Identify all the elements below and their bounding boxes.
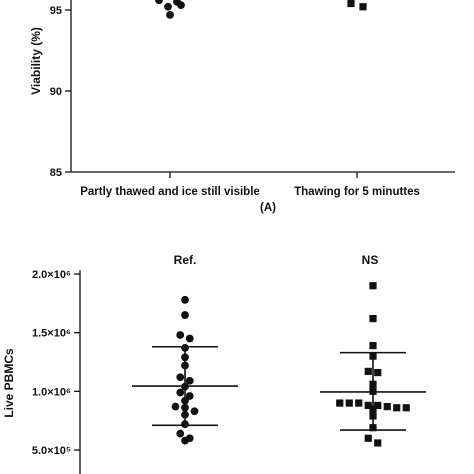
panel-b-group-ns: NS <box>362 253 379 267</box>
panel-b-point <box>369 412 377 420</box>
panel-a-category-1: Partly thawed and ice still visible <box>80 186 260 198</box>
panel-a-point <box>155 0 163 5</box>
panel-b-point <box>369 405 377 413</box>
panel-b-point <box>374 368 382 377</box>
panel-b-point <box>369 352 377 360</box>
panel-b-point <box>176 429 185 438</box>
panel-a-y-ticks: 85 90 95 <box>50 5 358 179</box>
panel-b-point <box>181 295 189 304</box>
panel-b-point <box>383 402 391 411</box>
panel-b-point <box>185 392 194 400</box>
panel-b-point <box>374 401 382 410</box>
panel-b-point <box>369 424 377 432</box>
panel-b-point <box>176 373 185 382</box>
panel-b-point <box>355 399 363 407</box>
panel-b-point <box>181 382 189 391</box>
panel-a-y-tick-label: 90 <box>50 86 62 98</box>
panel-b-point <box>369 282 377 290</box>
panel-b-y-tick-label: 1.0×10⁶ <box>32 386 71 398</box>
panel-a-point <box>177 1 185 10</box>
panel-b-point <box>374 439 382 447</box>
panel-b-point <box>181 410 189 419</box>
panel-b-points <box>171 282 410 447</box>
panel-a-point <box>359 3 367 11</box>
panel-b-point <box>181 403 189 412</box>
panel-a-point <box>347 0 355 8</box>
panel-a-point <box>164 2 172 11</box>
panel-b-point <box>369 314 377 323</box>
panel-b-point <box>181 311 189 319</box>
panel-a-category-2: Thawing for 5 minuttes <box>294 186 420 198</box>
panel-b-point <box>176 388 185 397</box>
panel-b-y-ticks: 5.0×10⁵ 1.0×10⁶ 1.5×10⁶ 2.0×10⁶ <box>32 269 80 457</box>
panel-b-point <box>369 380 377 388</box>
panel-b-point <box>176 331 185 339</box>
panel-b-y-tick-label: 2.0×10⁶ <box>32 269 71 281</box>
panel-b-y-tick-label: 5.0×10⁵ <box>32 445 71 457</box>
panel-b-point <box>369 341 377 350</box>
panel-b-point <box>185 334 194 343</box>
panel-b-y-tick-label: 1.5×10⁶ <box>32 328 71 340</box>
panel-b-error-bars <box>132 345 426 431</box>
panel-b-point <box>171 402 180 411</box>
panel-b-point <box>393 404 401 412</box>
panel-b-group-ref: Ref. <box>174 253 197 267</box>
panel-b-point <box>345 399 353 407</box>
panel-b-point <box>402 404 410 412</box>
panel-b-point <box>181 420 189 429</box>
panel-b-point <box>181 344 189 352</box>
panel-b-point <box>185 376 194 385</box>
panel-b-y-label: Live PBMCs <box>2 348 16 418</box>
panel-b-point <box>364 367 372 375</box>
panel-b-point <box>181 353 189 362</box>
panel-b-point <box>336 399 344 407</box>
panel-b-point <box>369 387 377 395</box>
panel-a-points <box>155 0 367 19</box>
panel-b-point <box>364 434 372 442</box>
panel-b-point <box>181 396 189 405</box>
panel-a-y-tick-label: 85 <box>50 167 62 179</box>
panel-b-point <box>364 401 372 410</box>
panel-a-viability: 85 90 95 Viability (%) Partly thawed and i… <box>29 0 455 214</box>
panel-b-point <box>181 361 189 370</box>
panel-a-label: (A) <box>260 202 276 214</box>
panel-b-point <box>190 407 199 416</box>
panel-b-point <box>181 436 189 445</box>
panel-a-y-label: Viability (%) <box>29 27 43 95</box>
panel-a-point <box>166 10 174 19</box>
panel-a-y-tick-label: 95 <box>50 5 62 17</box>
